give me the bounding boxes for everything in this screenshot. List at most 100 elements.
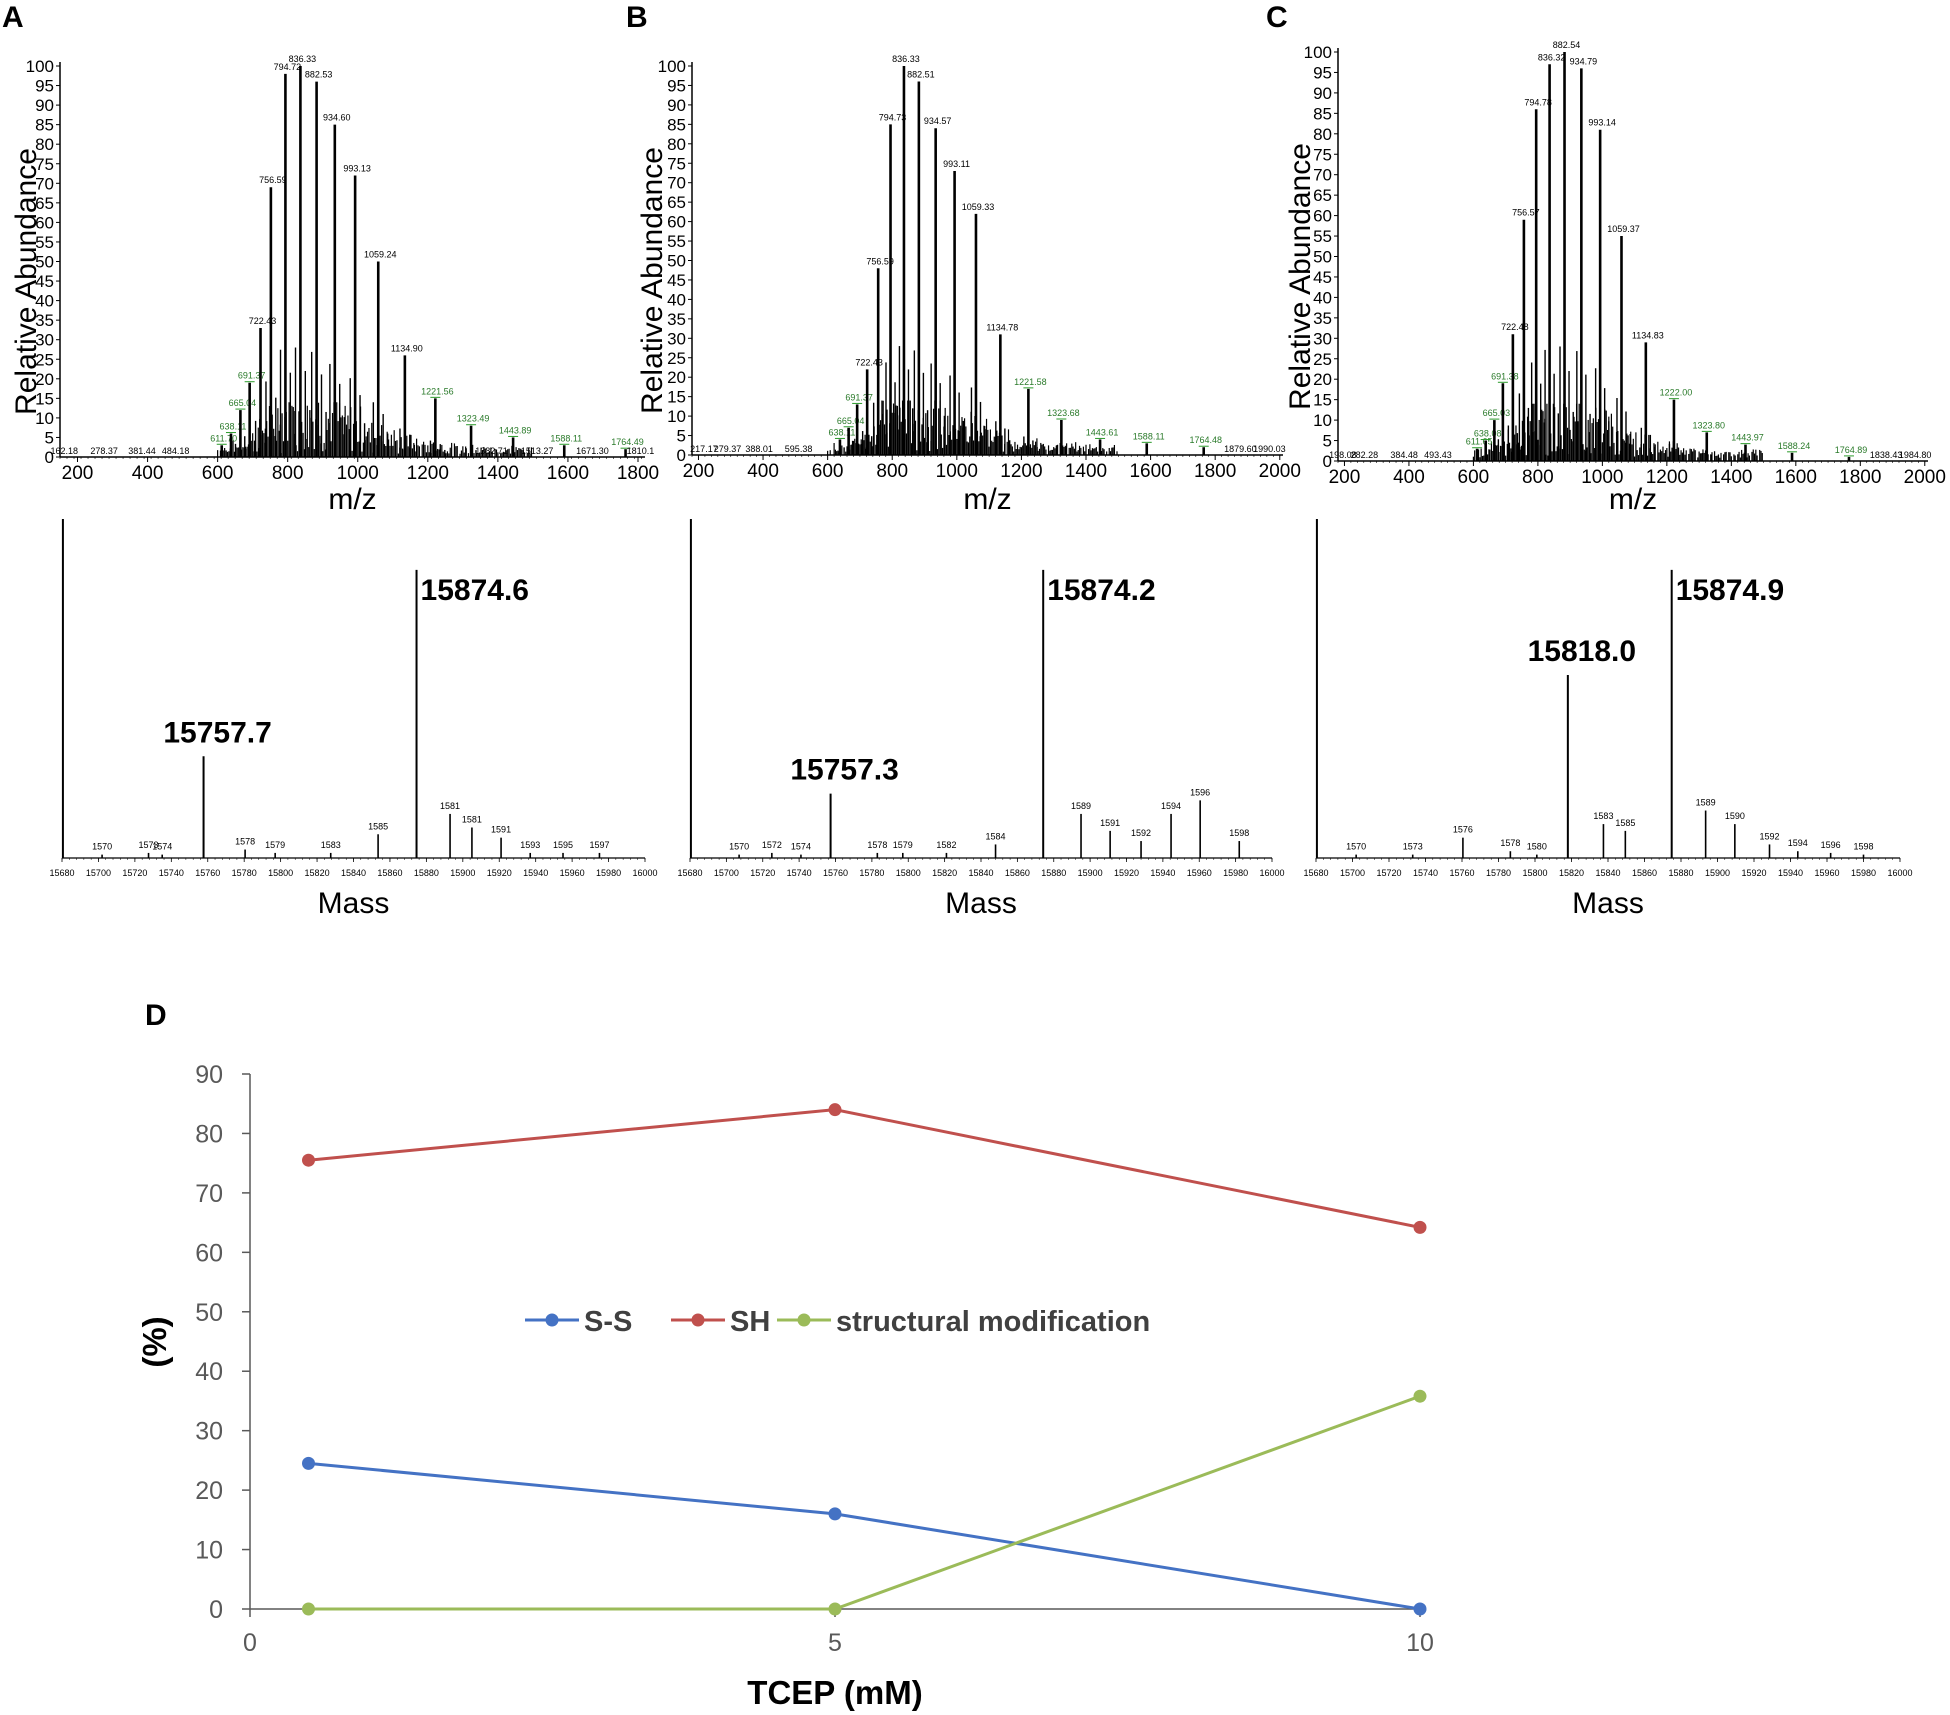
y-tick-label: 55 bbox=[35, 233, 54, 252]
minor-peak-label: 1583 bbox=[1593, 811, 1613, 821]
minor-peak-label: 1580 bbox=[1527, 842, 1547, 852]
panel-labels: A B C D bbox=[2, 1, 1288, 1032]
legend: S-S SH structural modification bbox=[525, 1306, 1150, 1338]
y-tick-label: 80 bbox=[195, 1120, 223, 1148]
x-tick-label: 15720 bbox=[750, 868, 775, 878]
x-tick-label: 1400 bbox=[477, 463, 519, 484]
y-tick-label: 60 bbox=[195, 1239, 223, 1267]
y-tick-label: 10 bbox=[35, 409, 54, 428]
line-chart-d: 0 10 20 30 40 50 60 70 80 90 0 5 10 S-S SH structural m… bbox=[136, 1061, 1434, 1711]
data-point bbox=[1413, 1389, 1427, 1403]
x-tick-label: 15780 bbox=[232, 868, 257, 878]
x-axis-label: Mass bbox=[945, 887, 1017, 920]
peak-label: 611.65 bbox=[1466, 437, 1493, 447]
x-tick-label: 15920 bbox=[1741, 868, 1766, 878]
y-tick-label: 40 bbox=[667, 290, 686, 309]
peak-label: 993.14 bbox=[1588, 118, 1616, 128]
x-tick-label: 15980 bbox=[1851, 868, 1876, 878]
x-tick-label: 15860 bbox=[1005, 868, 1030, 878]
y-tick-label: 5 bbox=[677, 427, 686, 446]
peak-label: 1134.90 bbox=[391, 343, 423, 353]
minor-peak-label: 1589 bbox=[1696, 798, 1716, 808]
peak-label: 1323.80 bbox=[1692, 420, 1725, 430]
series-structural-modification bbox=[302, 1389, 1427, 1616]
peak-label: 756.59 bbox=[259, 175, 287, 185]
minor-peak-label: 1574 bbox=[152, 842, 172, 852]
x-tick-label: 1000 bbox=[337, 463, 379, 484]
series-sh bbox=[302, 1103, 1427, 1234]
y-tick-label: 65 bbox=[35, 194, 54, 213]
x-tick-label: 15740 bbox=[1413, 868, 1438, 878]
y-tick-label: 40 bbox=[1313, 288, 1332, 307]
peak-label: 1221.58 bbox=[1014, 377, 1047, 387]
panel-label-d: D bbox=[145, 999, 167, 1032]
x-tick-label: 16000 bbox=[1259, 868, 1284, 878]
legend-marker bbox=[797, 1313, 811, 1327]
y-tick-label: 10 bbox=[1313, 411, 1332, 430]
y-tick-label: 80 bbox=[667, 135, 686, 154]
y-tick-label: 55 bbox=[667, 232, 686, 251]
y-tick-label: 70 bbox=[667, 174, 686, 193]
minor-peak-label: 1576 bbox=[1453, 825, 1473, 835]
peak-label: 756.59 bbox=[866, 256, 894, 266]
minor-peak-label: 1578 bbox=[1500, 838, 1520, 848]
peak-label: 1588.11 bbox=[1133, 431, 1165, 441]
data-point bbox=[1413, 1602, 1427, 1616]
minor-peak-label: 1595 bbox=[553, 840, 573, 850]
x-tick-label: 15980 bbox=[1223, 868, 1248, 878]
spectrum-panel-a: 0510152025303540455055606570758085909510… bbox=[10, 54, 659, 516]
x-tick-label: 15720 bbox=[122, 868, 147, 878]
panel-label-a: A bbox=[2, 1, 24, 34]
peak-label: 882.51 bbox=[907, 70, 935, 80]
x-tick-label: 15760 bbox=[823, 868, 848, 878]
x-tick-label: 15840 bbox=[341, 868, 366, 878]
y-tick-label: 40 bbox=[35, 292, 54, 311]
x-tick-label: 800 bbox=[1522, 467, 1554, 488]
baseline-label: 595.38 bbox=[785, 444, 813, 454]
y-tick-label: 0 bbox=[209, 1596, 223, 1624]
x-tick-label: 15700 bbox=[86, 868, 111, 878]
baseline-label: 1838.43 bbox=[1870, 450, 1903, 460]
y-tick-label: 50 bbox=[35, 253, 54, 272]
minor-peak-label: 1578 bbox=[235, 837, 255, 847]
peak-label: 1443.61 bbox=[1086, 427, 1119, 437]
baseline-label: 1382.71 bbox=[475, 446, 508, 456]
peak-label: 934.57 bbox=[924, 116, 952, 126]
data-point bbox=[828, 1507, 842, 1521]
y-tick-label: 30 bbox=[667, 329, 686, 348]
minor-peak-label: 1598 bbox=[1229, 828, 1249, 838]
series-line bbox=[308, 1108, 1421, 1229]
major-peak-label: 15874.9 bbox=[1676, 574, 1784, 607]
y-tick-label: 15 bbox=[35, 389, 54, 408]
peak-label: 993.11 bbox=[943, 159, 970, 169]
y-tick-label: 35 bbox=[1313, 309, 1332, 328]
y-tick-label: 90 bbox=[35, 96, 54, 115]
x-tick-label: 1600 bbox=[547, 463, 589, 484]
x-tick-label: 800 bbox=[876, 461, 908, 482]
y-tick-label: 95 bbox=[35, 77, 54, 96]
peak-label: 638.11 bbox=[829, 427, 856, 437]
data-point bbox=[828, 1103, 842, 1117]
x-tick-label: 1800 bbox=[617, 463, 659, 484]
x-tick-label: 15700 bbox=[1340, 868, 1365, 878]
minor-peak-label: 1592 bbox=[1759, 831, 1779, 841]
peak-label: 1323.68 bbox=[1047, 408, 1080, 418]
x-tick-label: 5 bbox=[828, 1629, 842, 1657]
minor-peak-label: 1573 bbox=[139, 840, 159, 850]
y-tick-label: 25 bbox=[35, 350, 54, 369]
y-tick-label: 30 bbox=[35, 331, 54, 350]
x-tick-label: 10 bbox=[1406, 1629, 1434, 1657]
major-peak-label: 15874.2 bbox=[1047, 574, 1155, 607]
minor-peak-label: 1570 bbox=[729, 842, 749, 852]
y-tick-label: 20 bbox=[667, 368, 686, 387]
peak-label: 1059.33 bbox=[962, 202, 995, 212]
x-tick-label: 200 bbox=[62, 463, 94, 484]
peak-label: 794.72 bbox=[274, 62, 302, 72]
x-tick-label: 800 bbox=[272, 463, 304, 484]
baseline-label: 1513.27 bbox=[521, 446, 554, 456]
peak-label: 611.70 bbox=[210, 433, 237, 443]
peak-label: 882.54 bbox=[1553, 40, 1581, 50]
peak-label: 691.38 bbox=[1491, 371, 1519, 381]
x-axis-label: m/z bbox=[328, 483, 376, 516]
x-tick-label: 200 bbox=[1329, 467, 1361, 488]
